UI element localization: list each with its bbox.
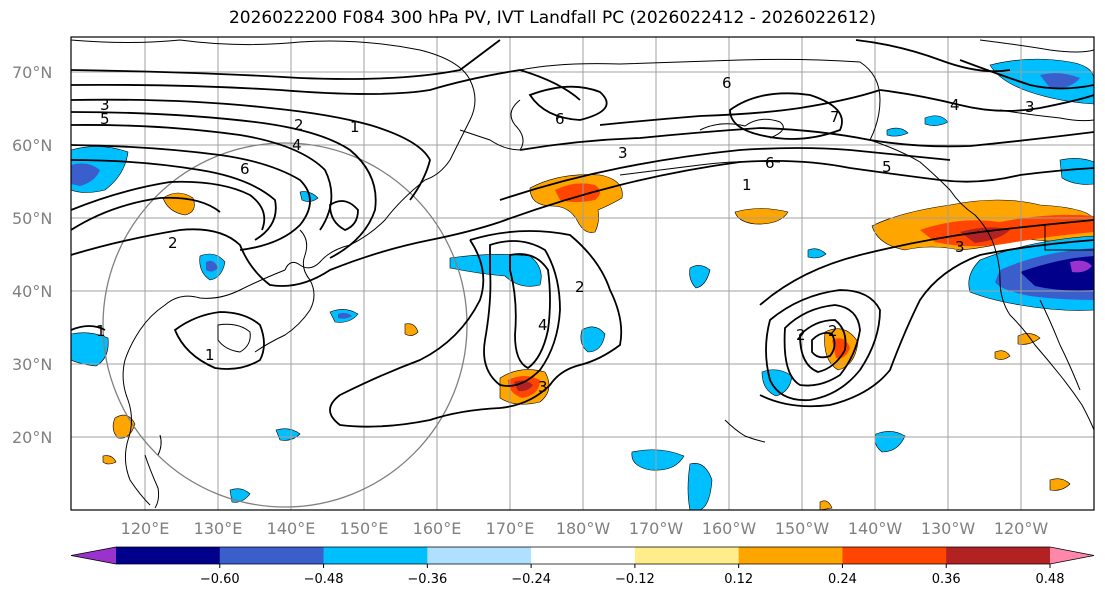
lat-tick-label: 50°N: [12, 209, 52, 228]
lon-tick-label: 180°W: [556, 519, 611, 538]
contour-label: 4: [538, 316, 548, 334]
contour-label: 4: [292, 136, 302, 154]
lon-tick-label: 140°E: [267, 519, 316, 538]
lat-tick-label: 70°N: [12, 63, 52, 82]
contour-label: 3: [538, 378, 548, 396]
contour-label: 3: [955, 238, 965, 256]
contour-label: 3: [1025, 98, 1035, 116]
lat-tick-label: 20°N: [12, 428, 52, 447]
contour-label: 1: [205, 346, 215, 364]
colorbar-swatch: [946, 547, 1051, 564]
lat-tick-label: 40°N: [12, 282, 52, 301]
map-title: 2026022200 F084 300 hPa PV, IVT Landfall…: [228, 8, 876, 28]
contour-label: 2: [828, 322, 838, 340]
map-frame: [70, 36, 1095, 511]
range-circle: [102, 142, 468, 508]
lon-tick-label: 160°W: [702, 519, 757, 538]
colorbar-tick-label: 0.48: [1036, 572, 1065, 587]
pv-contours: [71, 39, 1094, 428]
lon-tick-label: 150°E: [340, 519, 389, 538]
lon-tick-label: 160°E: [413, 519, 462, 538]
colorbar-tick-label: −0.36: [407, 572, 447, 587]
colorbar-tick-label: −0.60: [200, 572, 240, 587]
colorbar-tick-label: −0.24: [511, 572, 551, 587]
contour-label: 1: [742, 176, 752, 194]
latitude-labels: 70°N 60°N 50°N 40°N 30°N 20°N: [12, 63, 52, 447]
colorbar-tick-label: −0.48: [304, 572, 344, 587]
contour-label: 2: [294, 116, 304, 134]
colorbar-extend-high: [1050, 547, 1094, 564]
contour-label: 6: [722, 74, 732, 92]
negative-anomaly-shading: [71, 58, 1094, 510]
contour-label: 3: [618, 144, 628, 162]
lon-tick-label: 130°E: [194, 519, 243, 538]
colorbar-swatch: [116, 547, 221, 564]
colorbar-outline: [70, 546, 1095, 565]
colorbar-extend-low: [71, 547, 116, 564]
contour-label: 5: [100, 110, 110, 128]
contour-label: 5: [882, 158, 892, 176]
lon-tick-label: 120°W: [994, 519, 1049, 538]
lat-tick-label: 30°N: [12, 355, 52, 374]
contour-label: 2: [796, 326, 806, 344]
contour-label: 7: [830, 108, 840, 126]
colorbar-swatch: [738, 547, 843, 564]
colorbar-swatch: [219, 547, 325, 564]
lon-tick-label: 130°W: [921, 519, 976, 538]
contour-label: 4: [950, 96, 960, 114]
contour-label: 6: [765, 154, 775, 172]
colorbar-tick-label: 0.24: [828, 572, 857, 587]
lon-tick-label: 170°W: [629, 519, 684, 538]
colorbar-swatch: [427, 547, 532, 564]
contour-label: 1: [96, 322, 106, 340]
colorbar-tick-label: 0.12: [724, 572, 753, 587]
colorbar-tick-label: 0.36: [932, 572, 961, 587]
longitude-labels: 120°E 130°E 140°E 150°E 160°E 170°E 180°…: [121, 519, 1049, 538]
colorbar: −0.60 −0.48 −0.36 −0.24 −0.12 0.12 0.24 0.36 0.4…: [70, 546, 1095, 587]
contour-label: 2: [168, 234, 178, 252]
contour-label: 6: [555, 110, 565, 128]
contour-label: 2: [575, 278, 585, 296]
lon-tick-label: 150°W: [775, 519, 830, 538]
colorbar-swatch: [531, 547, 636, 564]
lon-tick-label: 120°E: [121, 519, 170, 538]
lon-tick-label: 140°W: [848, 519, 903, 538]
colorbar-swatch: [634, 547, 740, 564]
lat-tick-label: 60°N: [12, 136, 52, 155]
graticule: [71, 37, 1094, 510]
colorbar-tick-label: −0.12: [615, 572, 655, 587]
contour-label: 1: [350, 118, 360, 136]
contour-label: 6: [240, 160, 250, 178]
contour-label: 3: [100, 96, 110, 114]
colorbar-swatch: [842, 547, 947, 564]
lon-tick-label: 170°E: [486, 519, 535, 538]
colorbar-swatch: [323, 547, 428, 564]
contour-labels: 3 5 2 1 6 4 6 2 1 6 3 1 7 6 3 4 5 2 4 3 …: [96, 74, 1035, 396]
